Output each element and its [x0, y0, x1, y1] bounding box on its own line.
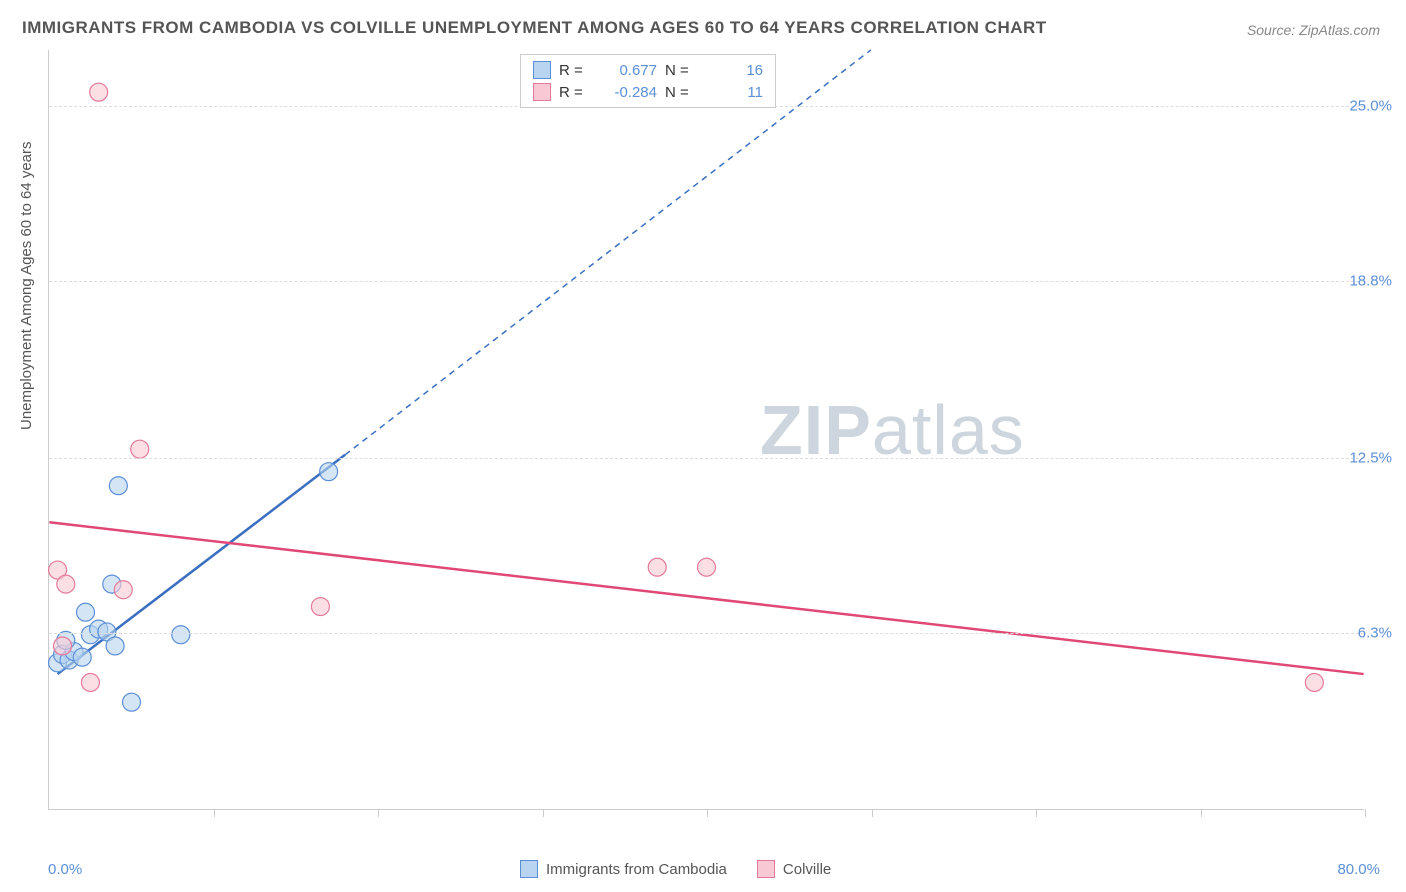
- swatch-icon: [533, 83, 551, 101]
- y-tick-label: 18.8%: [1349, 272, 1392, 289]
- y-axis-label: Unemployment Among Ages 60 to 64 years: [18, 141, 35, 430]
- x-max-label: 80.0%: [1337, 861, 1380, 878]
- series-legend: Immigrants from Cambodia Colville: [520, 860, 831, 878]
- legend-item-series2: Colville: [757, 860, 831, 878]
- swatch-icon: [757, 860, 775, 878]
- legend-row-series2: R = -0.284 N = 11: [533, 81, 763, 103]
- x-tick: [872, 809, 873, 817]
- y-tick-label: 12.5%: [1349, 450, 1392, 467]
- n-value: 16: [703, 62, 763, 79]
- swatch-icon: [520, 860, 538, 878]
- x-tick: [214, 809, 215, 817]
- x-tick: [1036, 809, 1037, 817]
- gridline: [49, 633, 1364, 634]
- plot-area: [48, 50, 1364, 810]
- legend-label: Colville: [783, 861, 831, 878]
- r-label: R =: [559, 62, 589, 79]
- gridline: [49, 458, 1364, 459]
- x-min-label: 0.0%: [48, 861, 82, 878]
- correlation-legend: R = 0.677 N = 16 R = -0.284 N = 11: [520, 54, 776, 108]
- r-value: -0.284: [597, 84, 657, 101]
- gridline: [49, 281, 1364, 282]
- x-tick: [707, 809, 708, 817]
- x-tick: [378, 809, 379, 817]
- chart-title: IMMIGRANTS FROM CAMBODIA VS COLVILLE UNE…: [22, 18, 1047, 38]
- scatter-plot-svg: [49, 50, 1364, 809]
- n-label: N =: [665, 62, 695, 79]
- legend-label: Immigrants from Cambodia: [546, 861, 727, 878]
- y-tick-label: 6.3%: [1358, 624, 1392, 641]
- swatch-icon: [533, 61, 551, 79]
- x-tick: [543, 809, 544, 817]
- source-label: Source: ZipAtlas.com: [1247, 22, 1380, 38]
- legend-item-series1: Immigrants from Cambodia: [520, 860, 727, 878]
- n-value: 11: [703, 84, 763, 101]
- x-tick: [1201, 809, 1202, 817]
- r-value: 0.677: [597, 62, 657, 79]
- legend-row-series1: R = 0.677 N = 16: [533, 59, 763, 81]
- r-label: R =: [559, 84, 589, 101]
- x-tick: [1365, 809, 1366, 817]
- chart-container: IMMIGRANTS FROM CAMBODIA VS COLVILLE UNE…: [0, 0, 1406, 892]
- y-tick-label: 25.0%: [1349, 98, 1392, 115]
- n-label: N =: [665, 84, 695, 101]
